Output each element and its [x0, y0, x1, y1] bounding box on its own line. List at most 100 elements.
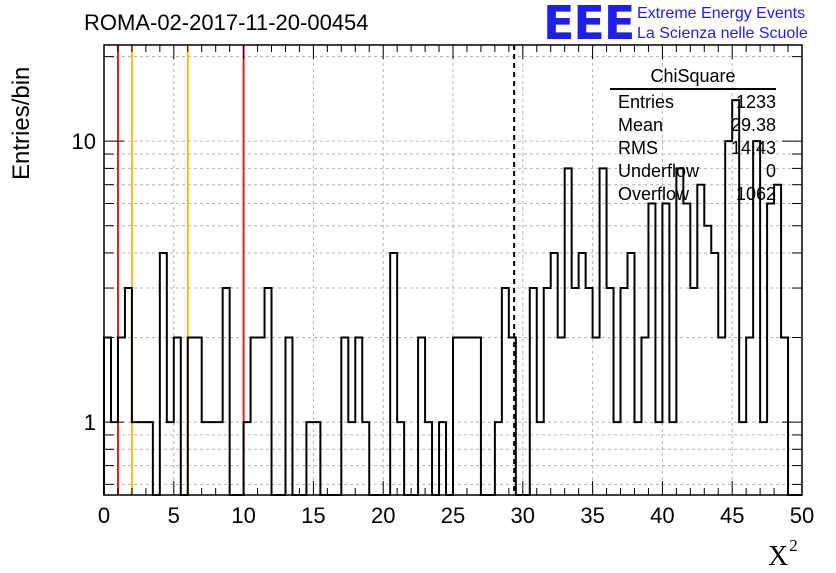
stat-label: Underflow: [618, 161, 700, 181]
histogram-bin: [711, 253, 718, 495]
histogram-bin: [767, 203, 774, 495]
eee-logo-text: Extreme Energy Events La Scienza nelle S…: [637, 4, 808, 44]
histogram-bin: [621, 288, 628, 495]
histogram-bin: [760, 422, 767, 495]
histogram-bin: [614, 422, 621, 495]
x-tick-label: 5: [168, 503, 180, 528]
x-tick-label: 10: [231, 503, 255, 528]
histogram-bin: [132, 422, 139, 495]
histogram-bin: [593, 338, 600, 495]
histogram-bin: [306, 422, 313, 495]
histogram-bin: [690, 288, 697, 495]
histogram-bin: [348, 422, 355, 495]
x-tick-label: 45: [720, 503, 744, 528]
stat-row-underflow: Underflow 0: [610, 160, 776, 183]
x-tick-label: 15: [301, 503, 325, 528]
x-tick-label: 20: [371, 503, 395, 528]
histogram-bin: [258, 338, 265, 495]
x-tick-label: 0: [98, 503, 110, 528]
histogram-bin: [704, 226, 711, 495]
x-axis-label: X2: [768, 536, 798, 573]
stat-value: 1233: [735, 92, 776, 112]
histogram-bin: [634, 422, 641, 495]
y-tick-label: 10: [72, 129, 96, 154]
stat-value: 29.38: [730, 115, 776, 135]
histogram-bin: [355, 338, 362, 495]
histogram-bin: [474, 338, 481, 495]
histogram-bin: [209, 422, 216, 495]
histogram-bin: [572, 288, 579, 495]
histogram-bin: [139, 422, 146, 495]
histogram-bin: [607, 288, 614, 495]
histogram-bin: [669, 422, 676, 495]
x-tick-label: 40: [650, 503, 674, 528]
histogram-bin: [216, 422, 223, 495]
histogram-bin: [718, 338, 725, 495]
histogram-bin: [251, 338, 258, 495]
stat-row-overflow: Overflow 1062: [610, 183, 776, 206]
histogram-bin: [579, 253, 586, 495]
stat-value: 14.43: [730, 138, 776, 158]
histogram-bin: [648, 203, 655, 495]
stat-label: Overflow: [618, 184, 690, 204]
histogram-bin: [397, 422, 404, 495]
histogram-bin: [195, 338, 202, 495]
histogram-bin: [544, 288, 551, 495]
histogram-bin: [439, 422, 446, 495]
histogram-bin: [641, 338, 648, 495]
stat-value: 1062: [735, 184, 776, 204]
histogram-bin: [495, 422, 502, 495]
histogram-series: [103, 99, 802, 496]
histogram-bin: [313, 422, 320, 495]
histogram-bin: [104, 338, 111, 495]
histogram-bin: [453, 338, 460, 495]
histogram-bin: [418, 338, 425, 495]
histogram-bin: [425, 422, 432, 495]
y-axis-label: Entries/bin: [8, 66, 35, 180]
x-tick-label: 30: [511, 503, 535, 528]
logo-line-2: La Scienza nelle Scuole: [637, 25, 808, 42]
histogram-bin: [683, 203, 690, 495]
stat-label: RMS: [618, 138, 658, 158]
histogram-bin: [781, 338, 788, 495]
run-title: ROMA-02-2017-11-20-00454: [84, 10, 369, 35]
histogram-bin: [285, 338, 292, 495]
stat-label: Entries: [618, 92, 675, 112]
histogram-bin: [551, 253, 558, 495]
y-tick-label: 1: [84, 410, 96, 435]
x-tick-label: 25: [441, 503, 465, 528]
stat-value: 0: [765, 161, 776, 181]
histogram-bin: [125, 288, 132, 495]
histogram-bin: [265, 288, 272, 495]
x-tick-label: 35: [580, 503, 604, 528]
histogram-bin: [509, 338, 516, 495]
histogram-bin: [565, 168, 572, 495]
histogram-bin: [537, 422, 544, 495]
eee-logo: EEE: [543, 0, 635, 50]
histogram-bin: [655, 422, 662, 495]
stats-title: ChiSquare: [610, 66, 776, 90]
histogram-bin: [460, 338, 467, 495]
histogram-step-line: [103, 99, 802, 496]
histogram-bin: [774, 185, 781, 495]
stat-label: Mean: [618, 115, 664, 135]
stat-row-entries: Entries 1233: [610, 91, 776, 114]
histogram-bin: [586, 288, 593, 495]
histogram-bin: [118, 338, 125, 495]
histogram-bin: [202, 422, 209, 495]
histogram-bin: [362, 422, 369, 495]
histogram-bin: [502, 288, 509, 495]
histogram-bin: [600, 168, 607, 495]
histogram-bin: [188, 338, 195, 495]
histogram-bin: [244, 422, 251, 495]
histogram-bin: [739, 422, 746, 495]
histogram-bin: [746, 338, 753, 495]
histogram-bin: [628, 253, 635, 495]
histogram-bin: [530, 288, 537, 495]
histogram-bin: [676, 168, 683, 495]
histogram-bin: [662, 203, 669, 495]
histogram-bin: [146, 422, 153, 495]
histogram-bin: [167, 422, 174, 495]
histogram-bin: [223, 288, 230, 495]
